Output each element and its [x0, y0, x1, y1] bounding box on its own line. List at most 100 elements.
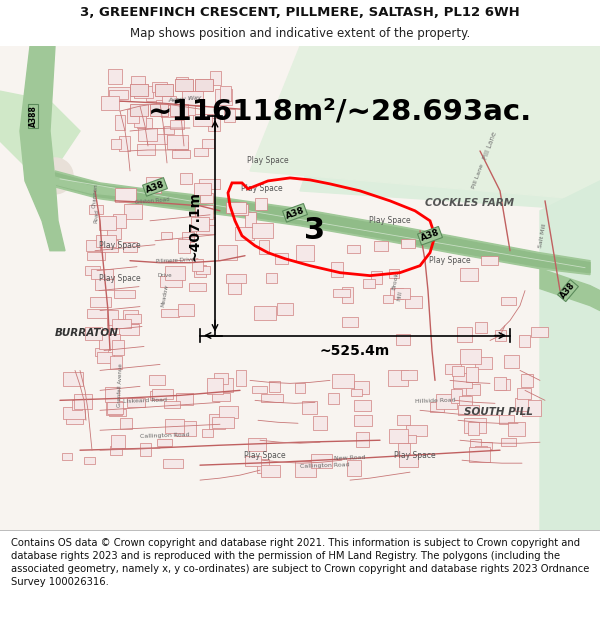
Bar	[453, 373, 472, 388]
Bar	[137, 118, 152, 128]
Bar	[125, 314, 142, 323]
Bar	[193, 114, 212, 126]
Bar	[130, 84, 148, 96]
Bar	[313, 416, 327, 430]
Bar	[347, 460, 361, 476]
Bar	[430, 402, 445, 412]
Bar	[97, 352, 114, 364]
Bar	[123, 242, 137, 252]
Bar	[220, 86, 231, 101]
Bar	[388, 369, 408, 386]
Polygon shape	[250, 46, 600, 201]
Bar	[90, 298, 112, 307]
Bar	[155, 84, 173, 96]
Bar	[494, 377, 506, 389]
Bar	[161, 309, 179, 318]
Bar	[214, 374, 228, 384]
Bar	[195, 205, 214, 219]
Bar	[111, 434, 125, 448]
Bar	[391, 288, 403, 299]
Bar	[518, 335, 530, 347]
Bar	[63, 407, 85, 419]
Bar	[106, 401, 122, 415]
Bar	[371, 271, 382, 284]
Bar	[457, 327, 472, 342]
Bar	[160, 276, 182, 287]
Bar	[161, 232, 172, 239]
Bar	[195, 79, 213, 91]
Text: Play Space: Play Space	[394, 451, 436, 460]
Text: A38: A38	[144, 179, 166, 194]
Bar	[98, 216, 116, 231]
Bar	[199, 179, 220, 189]
Bar	[106, 387, 119, 402]
Bar	[436, 394, 457, 409]
Bar	[157, 439, 172, 446]
Bar	[354, 381, 370, 394]
Text: Map shows position and indicative extent of the property.: Map shows position and indicative extent…	[130, 27, 470, 40]
Bar	[464, 418, 486, 433]
Bar	[100, 240, 118, 252]
Bar	[87, 253, 105, 259]
Bar	[161, 105, 180, 117]
Bar	[170, 121, 184, 129]
Polygon shape	[50, 176, 120, 196]
Bar	[275, 253, 289, 264]
Bar	[332, 374, 353, 388]
Bar	[311, 454, 332, 468]
Bar	[460, 349, 481, 364]
Bar	[501, 298, 516, 306]
Bar	[347, 244, 359, 253]
Bar	[228, 281, 241, 294]
Bar	[189, 283, 206, 291]
Bar	[108, 87, 130, 101]
Bar	[363, 279, 375, 288]
Text: BURRATON: BURRATON	[55, 328, 119, 338]
Bar	[245, 456, 260, 466]
Bar	[100, 334, 121, 349]
Bar	[328, 392, 340, 404]
Bar	[134, 86, 153, 98]
Bar	[405, 296, 422, 308]
Polygon shape	[0, 91, 80, 171]
Bar	[115, 115, 125, 130]
Text: Hill: Hill	[397, 290, 403, 301]
Bar	[226, 202, 246, 213]
Bar	[138, 128, 157, 141]
Text: Pillmere Drive: Pillmere Drive	[156, 258, 194, 264]
Bar	[112, 339, 124, 354]
Bar	[354, 415, 371, 426]
Bar	[383, 295, 393, 304]
Bar	[460, 268, 478, 281]
Bar	[480, 442, 491, 449]
Bar	[235, 227, 254, 240]
Bar	[150, 104, 168, 116]
Bar	[107, 319, 124, 328]
Bar	[217, 378, 233, 392]
Bar	[397, 415, 410, 425]
Text: New Road: New Road	[334, 455, 366, 461]
Text: Liskeard Road: Liskeard Road	[123, 397, 167, 404]
Text: A388: A388	[29, 105, 37, 127]
Bar	[296, 245, 314, 261]
Bar	[504, 355, 520, 369]
Bar	[180, 173, 192, 184]
Bar	[209, 414, 224, 429]
Bar	[200, 192, 214, 203]
Text: Play Space: Play Space	[429, 256, 471, 265]
Text: Channon: Channon	[91, 183, 98, 208]
Bar	[182, 232, 194, 242]
Bar	[165, 419, 184, 432]
Bar	[162, 96, 176, 111]
Bar	[269, 381, 280, 392]
Bar	[119, 324, 139, 336]
Bar	[140, 443, 151, 456]
Text: Play Space: Play Space	[99, 274, 141, 283]
Bar	[231, 204, 248, 215]
Bar	[175, 142, 188, 152]
Bar	[295, 461, 316, 477]
Bar	[277, 303, 293, 315]
Bar	[175, 79, 193, 91]
Polygon shape	[300, 46, 600, 211]
Bar	[508, 422, 524, 436]
